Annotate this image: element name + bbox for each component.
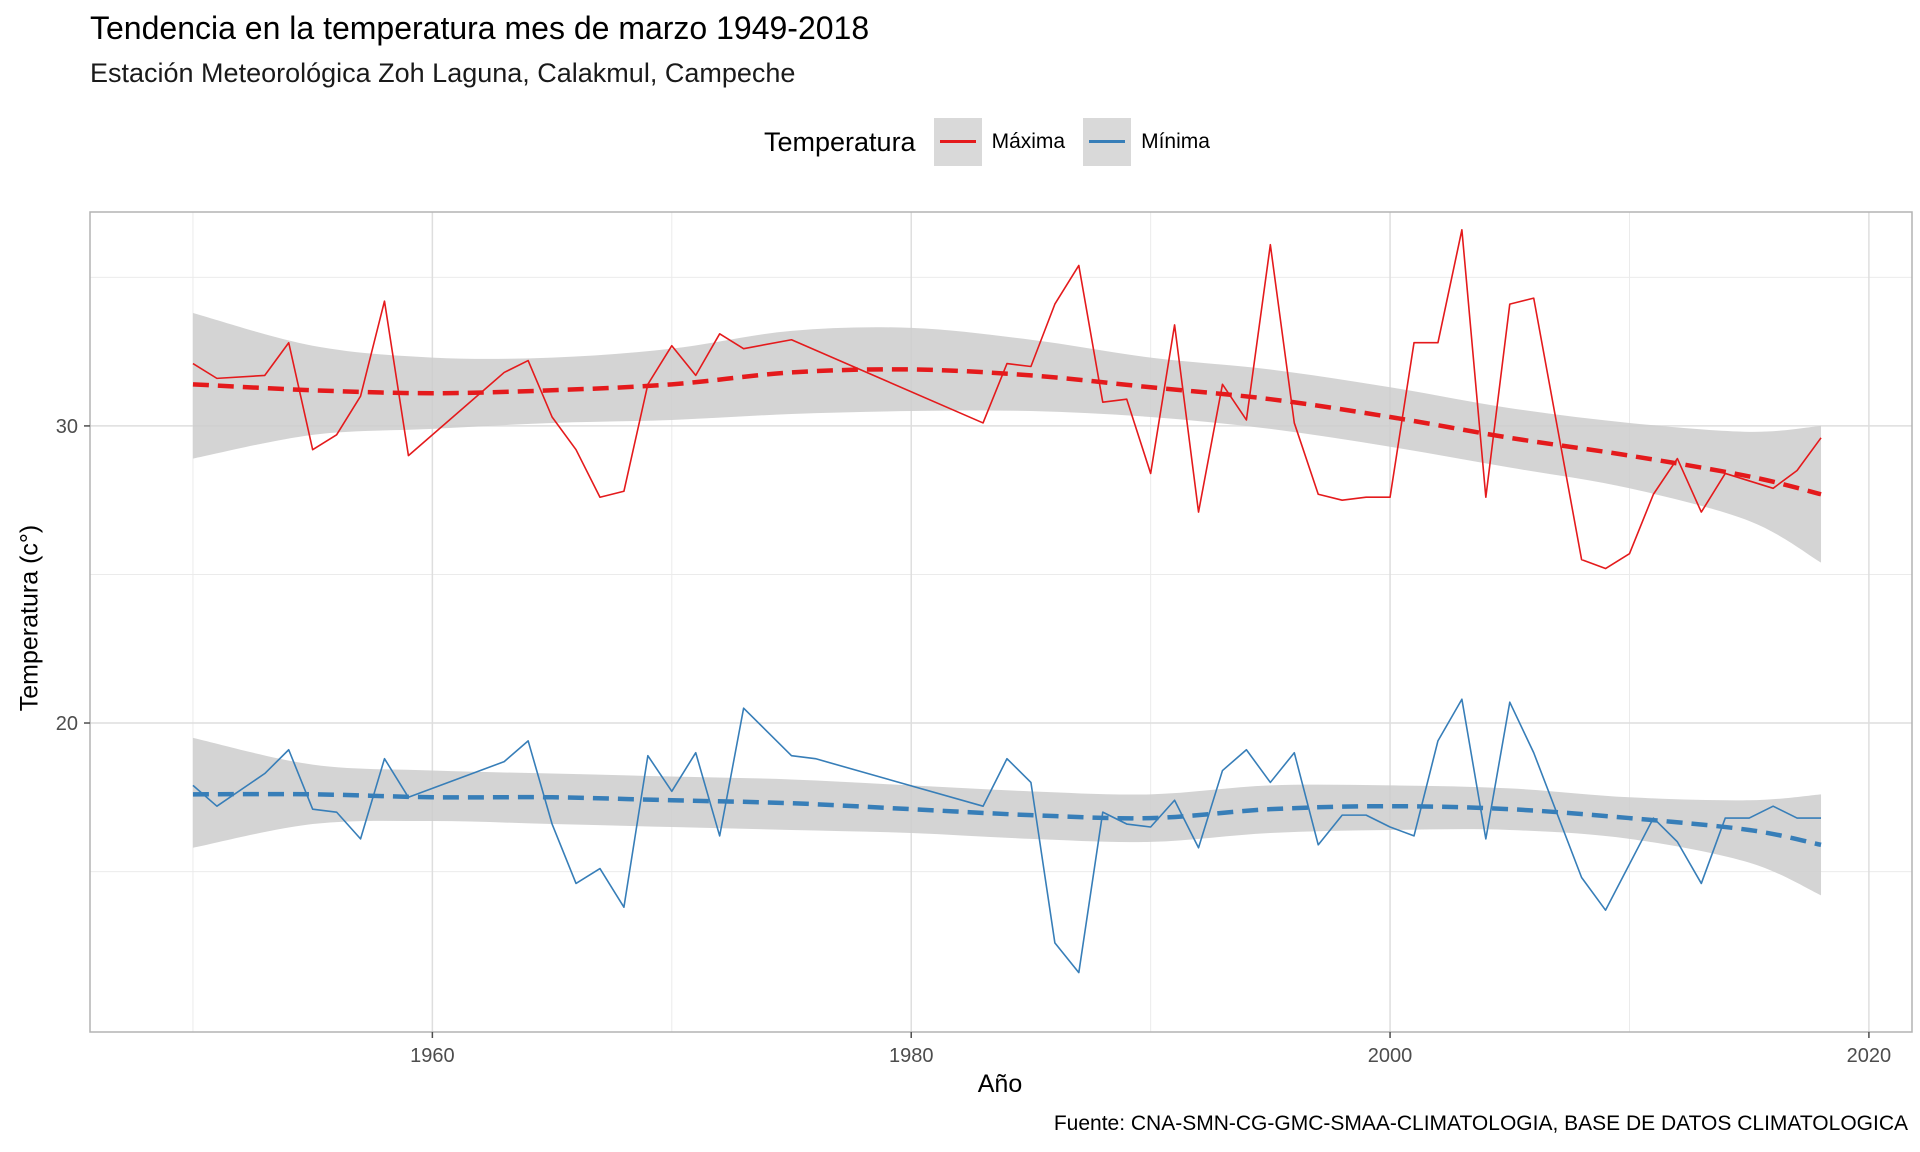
- y-tick-label: 20: [56, 713, 78, 735]
- x-tick-label: 2000: [1368, 1045, 1413, 1067]
- panel-border: [89, 211, 1913, 1033]
- confidence-bands: [192, 313, 1822, 896]
- chart-caption: Fuente: CNA-SMN-CG-GMC-SMAA-CLIMATOLOGIA…: [1053, 1112, 1908, 1135]
- legend-swatch-maxima: [939, 140, 976, 143]
- major-gridlines: [90, 212, 1912, 1032]
- series-lines: [192, 229, 1822, 974]
- confidence-band-máxima: [192, 313, 1822, 563]
- legend: Temperatura Máxima Mínima: [764, 118, 1228, 166]
- legend-key-minima: [1083, 118, 1132, 166]
- confidence-band-mínima: [192, 737, 1822, 896]
- legend-label-maxima: Máxima: [991, 130, 1066, 153]
- series-line-máxima: [192, 229, 1822, 570]
- y-tick-label: 30: [56, 416, 78, 438]
- legend-title: Temperatura: [764, 126, 916, 157]
- y-axis-label: Temperatura (c°): [15, 524, 44, 712]
- x-axis-label: Año: [977, 1070, 1023, 1098]
- trend-line-máxima: [192, 367, 1822, 497]
- minor-gridlines: [90, 212, 1912, 1032]
- x-tick-label: 1980: [889, 1045, 934, 1067]
- chart-subtitle: Estación Meteorológica Zoh Laguna, Calak…: [90, 58, 796, 88]
- legend-key-maxima: [933, 118, 982, 166]
- legend-label-minima: Mínima: [1141, 130, 1210, 153]
- legend-swatch-minima: [1089, 140, 1126, 143]
- trend-lines: [192, 367, 1822, 848]
- chart-title: Tendencia en la temperatura mes de marzo…: [90, 10, 870, 46]
- trend-line-mínima: [192, 791, 1822, 848]
- x-tick-label: 1960: [410, 1045, 455, 1067]
- series-line-mínima: [192, 698, 1822, 974]
- x-tick-label: 2020: [1847, 1045, 1892, 1067]
